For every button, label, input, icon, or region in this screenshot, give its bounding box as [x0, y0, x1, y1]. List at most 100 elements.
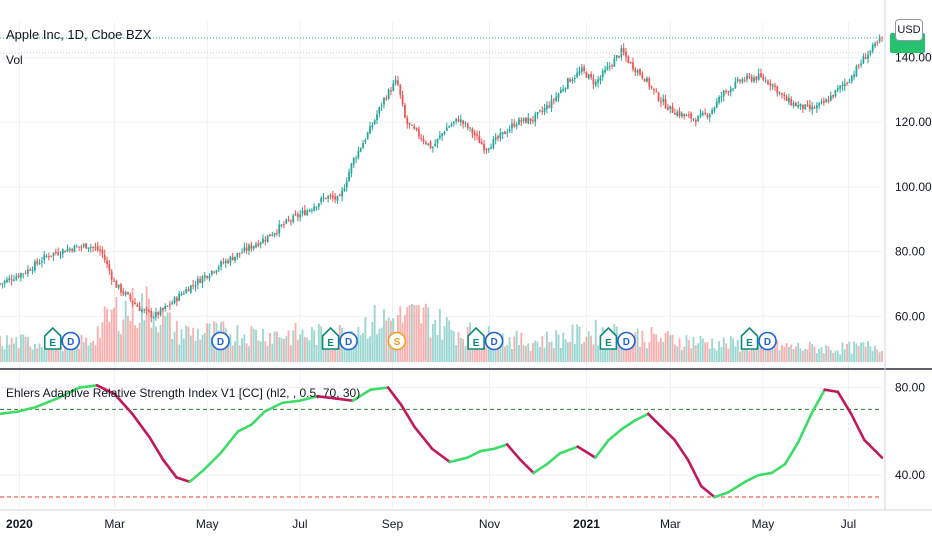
price-axis-label: 120.00 [895, 115, 932, 129]
volume-bar [478, 345, 481, 362]
candle-body [303, 210, 306, 216]
candle-body [643, 78, 646, 82]
volume-bar [806, 349, 809, 362]
candle-body [320, 198, 323, 203]
candle-body [334, 196, 336, 200]
candle-body [750, 76, 753, 81]
earnings-marker-icon[interactable] [321, 326, 340, 350]
candle-body [434, 143, 437, 147]
candle-body [629, 62, 632, 64]
candle-body [178, 293, 181, 301]
volume-bar [185, 325, 188, 362]
dividend-marker-icon[interactable] [617, 331, 636, 351]
indicator-segment [863, 438, 884, 459]
candle-body [322, 197, 325, 199]
candle-body [706, 114, 709, 117]
volume-bar [313, 330, 316, 362]
earnings-marker-icon[interactable] [43, 326, 62, 350]
indicator-segment [400, 403, 416, 429]
volume-bar [576, 324, 579, 362]
earnings-marker-icon[interactable] [740, 326, 759, 350]
volume-bar [457, 332, 460, 362]
candle-body [815, 105, 818, 109]
dividend-marker-letter: D [490, 337, 497, 348]
volume-bar [108, 321, 111, 362]
volume-bar [203, 332, 206, 362]
volume-bar [687, 340, 690, 362]
volume-bar [820, 347, 823, 362]
dividend-marker-icon[interactable] [211, 331, 230, 351]
candle-body [760, 73, 762, 77]
volume-bar [352, 343, 355, 362]
volume-bar [655, 334, 658, 362]
dividend-marker-icon[interactable] [61, 331, 81, 351]
candle-body [769, 82, 772, 86]
volume-bar [783, 346, 786, 362]
candle-body [459, 119, 462, 122]
split-marker-icon[interactable] [387, 331, 407, 351]
volume-bar [678, 338, 681, 362]
volume-bar [597, 345, 600, 362]
candle-body [338, 194, 341, 196]
candle-body [82, 244, 85, 247]
candle-body [690, 113, 693, 119]
indicator-segment [351, 388, 372, 402]
volume-bar [420, 323, 423, 362]
candle-body [359, 148, 362, 152]
volume-bar [622, 347, 625, 362]
volume-bar [611, 345, 613, 362]
candle-body [639, 69, 641, 75]
candle-body [17, 275, 20, 278]
candle-body [276, 232, 278, 234]
volume-bar [450, 329, 453, 362]
volume-bar [24, 336, 27, 362]
candle-body [34, 261, 36, 271]
volume-bar [173, 331, 176, 362]
indicator-segment [699, 484, 716, 499]
candle-body [424, 142, 427, 144]
candle-body [206, 276, 209, 278]
candle-body [175, 297, 178, 302]
candle-body [559, 89, 562, 94]
volume-bar [161, 307, 164, 362]
earnings-marker-icon[interactable] [599, 326, 618, 350]
candle-body [108, 264, 111, 271]
volume-bar [587, 331, 590, 362]
volume-bar [6, 335, 8, 362]
volume-bar [666, 330, 669, 362]
volume-bar [846, 344, 849, 362]
candle-body [788, 98, 790, 103]
candle-body [527, 117, 530, 124]
candle-body [13, 279, 15, 281]
dividend-marker-icon[interactable] [484, 331, 504, 351]
dividend-marker-icon[interactable] [339, 331, 358, 351]
volume-bar [734, 346, 737, 362]
candle-body [327, 196, 330, 199]
volume-bar [871, 350, 874, 362]
earnings-marker-icon[interactable] [467, 326, 485, 350]
dividend-marker-icon[interactable] [758, 331, 777, 351]
candle-body [187, 289, 190, 292]
candle-body [397, 80, 399, 85]
currency-button[interactable]: USD [895, 19, 923, 41]
indicator-segment [770, 462, 787, 475]
date-axis-label: Jul [292, 517, 307, 531]
candle-body [106, 260, 108, 265]
candle-body [743, 79, 746, 81]
volume-bar [774, 346, 776, 362]
volume-bar [378, 328, 381, 362]
volume-bar [210, 337, 213, 362]
volume-bar [829, 350, 832, 362]
volume-bar [154, 326, 157, 362]
candle-body [450, 124, 453, 127]
candle-body [443, 132, 446, 134]
candle-body [296, 214, 299, 217]
indicator-segment [646, 412, 663, 429]
candle-body [571, 79, 574, 82]
indicator-segment [757, 471, 774, 477]
candle-body [273, 233, 276, 236]
candle-body [64, 250, 67, 253]
volume-bar [369, 336, 371, 362]
